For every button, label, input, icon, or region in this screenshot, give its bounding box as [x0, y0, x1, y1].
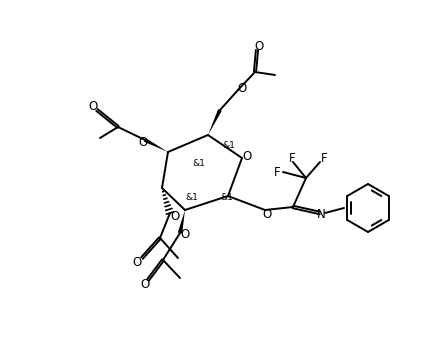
Text: &1: &1 — [220, 193, 233, 202]
Text: O: O — [138, 136, 148, 149]
Text: F: F — [274, 167, 280, 180]
Polygon shape — [178, 210, 185, 233]
Text: O: O — [141, 278, 150, 290]
Text: F: F — [321, 152, 327, 164]
Text: &1: &1 — [185, 193, 198, 202]
Text: O: O — [262, 208, 272, 220]
Text: O: O — [237, 83, 246, 96]
Text: O: O — [170, 210, 180, 223]
Text: O: O — [88, 99, 97, 112]
Text: O: O — [254, 40, 264, 52]
Text: &1: &1 — [192, 159, 205, 168]
Polygon shape — [144, 138, 168, 152]
Text: O: O — [180, 229, 189, 241]
Text: N: N — [316, 209, 325, 222]
Text: O: O — [133, 256, 142, 268]
Polygon shape — [208, 109, 222, 135]
Text: &1: &1 — [222, 140, 235, 149]
Text: O: O — [242, 150, 252, 163]
Text: F: F — [289, 152, 295, 164]
